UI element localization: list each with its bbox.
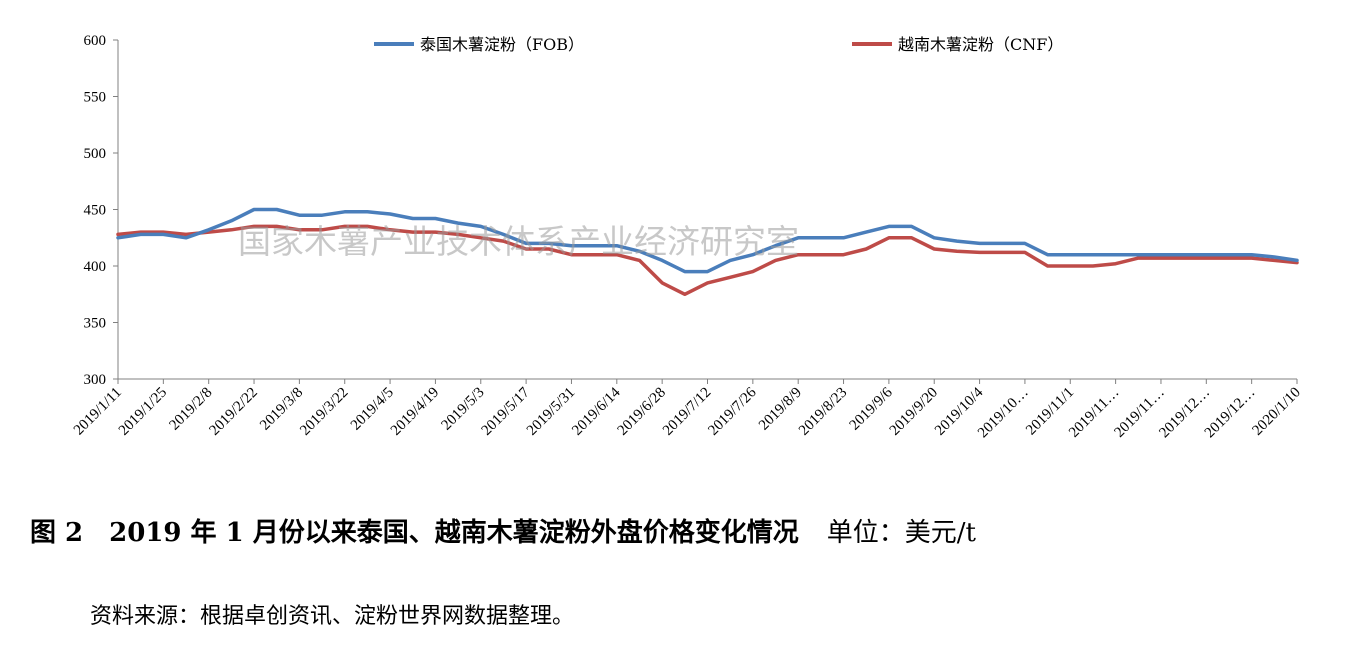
x-tick-label: 2019/8/23 xyxy=(796,385,850,439)
figure-caption: 图 2 2019 年 1 月份以来泰国、越南木薯淀粉外盘价格变化情况 单位：美元/… xyxy=(30,512,976,549)
y-tick-label: 400 xyxy=(84,259,107,275)
x-tick-label: 2020/1/10 xyxy=(1249,385,1303,439)
legend-label-thailand: 泰国木薯淀粉（FOB） xyxy=(420,35,584,54)
y-tick-label: 350 xyxy=(84,316,107,332)
y-tick-label: 450 xyxy=(84,203,107,219)
y-tick-group: 300 350 400 450 500 550 600 xyxy=(84,33,119,388)
x-tick-label: 2019/3/22 xyxy=(297,385,351,439)
x-tick-label: 2019/6/14 xyxy=(569,384,624,439)
x-tick-group: 2019/1/112019/1/252019/2/82019/2/222019/… xyxy=(71,379,1304,441)
y-tick-label: 600 xyxy=(84,33,107,49)
unit-label: 单位：美元/t xyxy=(827,518,976,548)
source-note: 资料来源：根据卓创资讯、淀粉世界网数据整理。 xyxy=(90,598,574,630)
x-tick-label: 2019/7/26 xyxy=(705,384,760,439)
x-tick-label: 2019/5/31 xyxy=(524,385,578,439)
x-tick-label: 2019/6/28 xyxy=(615,385,669,439)
y-tick-label: 550 xyxy=(84,90,107,106)
price-line-chart: 300 350 400 450 500 550 600 2019/1/112019/1/25… xyxy=(0,0,1356,500)
legend-label-vietnam: 越南木薯淀粉（CNF） xyxy=(898,35,1063,54)
figure-title: 图 2 2019 年 1 月份以来泰国、越南木薯淀粉外盘价格变化情况 xyxy=(30,518,799,548)
x-tick-label: 2019/7/12 xyxy=(660,385,714,439)
legend: 泰国木薯淀粉（FOB） 越南木薯淀粉（CNF） xyxy=(374,35,1063,54)
x-tick-label: 2019/1/11 xyxy=(71,385,125,439)
x-tick-label: 2019/1/25 xyxy=(116,385,170,439)
x-tick-label: 2019/2/22 xyxy=(207,385,261,439)
y-tick-label: 300 xyxy=(84,372,107,388)
x-tick-label: 2019/5/17 xyxy=(479,384,534,439)
y-tick-label: 500 xyxy=(84,146,107,162)
watermark: 国家木薯产业技术体系产业经济研究室 xyxy=(238,222,799,261)
x-tick-label: 2019/4/19 xyxy=(388,385,442,439)
x-tick-label: 2019/9/20 xyxy=(887,385,941,439)
